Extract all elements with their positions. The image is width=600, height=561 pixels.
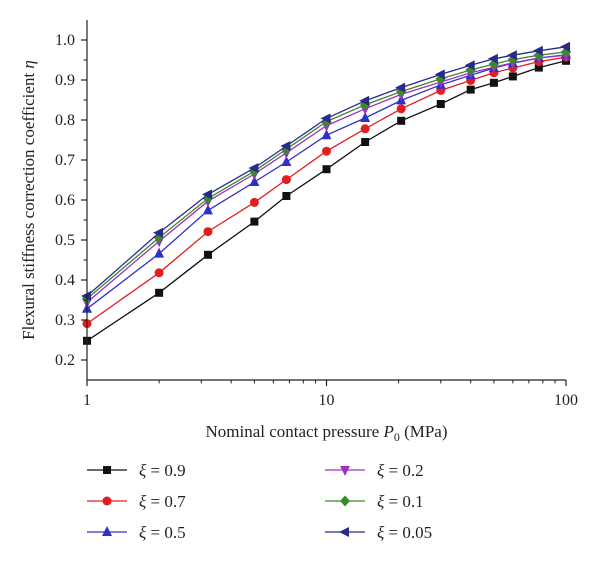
data-point [489,78,498,87]
data-point [154,268,164,278]
legend-entry: ξ = 0.2 [325,461,424,480]
data-point [81,291,91,301]
x-tick-label: 1 [83,392,91,409]
data-point [487,53,498,64]
y-tick-label: 0.3 [55,312,75,329]
data-point [360,112,371,122]
data-point [508,72,517,81]
legend-label: ξ = 0.9 [139,461,186,480]
legend-entry: ξ = 0.7 [87,492,186,511]
legend-label: ξ = 0.05 [377,523,432,542]
data-point [436,100,445,108]
y-tick-label: 0.4 [55,272,75,289]
data-point [560,41,570,52]
data-point [320,113,331,124]
data-point [154,247,165,258]
legend-entry: ξ = 0.1 [325,492,424,511]
data-point [282,192,291,200]
data-point [203,250,212,259]
data-point [532,45,543,56]
legend-entry: ξ = 0.5 [87,523,186,542]
data-point [396,104,406,114]
series-2 [82,52,571,329]
data-point [155,288,164,297]
data-point [534,63,543,72]
data-point [506,50,517,61]
data-point [359,95,370,106]
data-point [434,69,445,80]
legend-marker [340,466,350,476]
legend-label: ξ = 0.2 [377,461,424,480]
data-point [203,227,213,237]
x-axis-title: Nominal contact pressure P0 (MPa) [205,422,447,444]
series-4 [82,51,571,309]
axes: 0.2 0.3 0.4 0.5 0.6 0.7 0.8 0.9 1.0 1 10 100 Nominal… [19,20,578,444]
data-point [250,217,259,226]
legend-marker [103,466,111,474]
data-point [395,82,406,93]
data-point [464,60,475,71]
series-line [86,51,567,300]
x-tick-label: 100 [554,392,578,409]
series-line [86,54,567,303]
data-point [201,189,212,200]
y-tick-label: 0.5 [55,232,75,249]
data-point [361,138,370,146]
legend: ξ = 0.9 ξ = 0.7 ξ = 0.5 ξ = 0.2 ξ = 0.1 ξ = 0… [87,461,432,542]
legend-entry: ξ = 0.05 [325,523,432,542]
data-point [397,116,406,125]
data-point [360,124,370,134]
data-point [249,176,260,186]
x-tick-label: 10 [319,392,335,409]
legend-label: ξ = 0.5 [139,523,186,542]
y-axis-title: Flexural stiffness correction coefficien… [19,60,38,340]
legend-marker [102,496,112,506]
legend-label: ξ = 0.1 [377,492,424,511]
series-6 [81,41,570,301]
series-line [86,56,567,325]
data-point [322,165,331,174]
plot-area [81,41,571,345]
data-point [321,129,332,140]
data-point [281,156,292,166]
legend-marker [339,527,349,537]
y-tick-label: 1.0 [55,32,75,49]
data-point [466,85,475,94]
legend-marker [102,526,112,536]
y-tick-label: 0.9 [55,72,75,89]
series-1 [83,56,570,345]
legend-entry: ξ = 0.9 [87,461,186,480]
data-point [322,146,331,156]
y-tick-label: 0.7 [55,152,75,169]
data-point [281,175,291,185]
legend-marker [340,495,350,507]
y-tick-label: 0.2 [55,352,75,369]
series-line [86,60,567,342]
y-tick-label: 0.8 [55,112,75,129]
data-point [249,197,259,207]
legend-label: ξ = 0.7 [139,492,186,511]
data-point [248,163,259,173]
y-tick-label: 0.6 [55,192,75,209]
data-point [202,204,213,215]
data-point [280,141,291,151]
data-point [153,227,164,238]
